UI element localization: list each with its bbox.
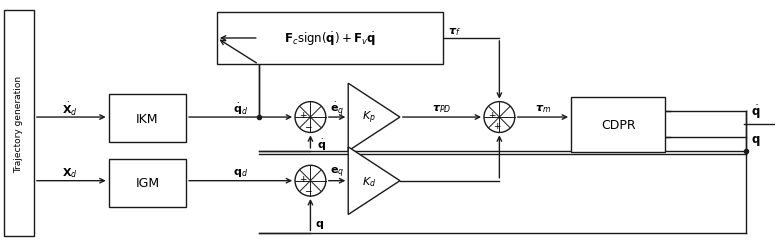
Text: +: + (493, 121, 500, 130)
Bar (571, 98, 665, 152)
Text: $\mathbf{q}$: $\mathbf{q}$ (751, 134, 761, 147)
Text: $\mathbf{F}_c\mathrm{sign}(\dot{\mathbf{q}}) + \mathbf{F}_v\dot{\mathbf{q}}$: $\mathbf{F}_c\mathrm{sign}(\dot{\mathbf{… (284, 30, 376, 48)
Text: $-$: $-$ (304, 184, 312, 194)
Text: $\dot{\mathbf{q}}_d$: $\dot{\mathbf{q}}_d$ (233, 101, 248, 116)
Text: +: + (488, 111, 495, 120)
Text: CDPR: CDPR (601, 118, 636, 132)
Text: $K_d$: $K_d$ (362, 174, 376, 188)
Text: +: + (298, 111, 306, 120)
Polygon shape (348, 84, 400, 151)
Circle shape (295, 102, 326, 133)
Text: $\boldsymbol{\tau}_f$: $\boldsymbol{\tau}_f$ (448, 26, 461, 38)
Bar (4, 10, 34, 236)
Text: IKM: IKM (136, 112, 159, 125)
Text: $\mathbf{q}$: $\mathbf{q}$ (315, 218, 325, 230)
Text: Trajectory generation: Trajectory generation (15, 75, 23, 172)
Bar (217, 12, 443, 65)
Text: $\mathbf{q}_d$: $\mathbf{q}_d$ (233, 166, 248, 178)
Text: $\boldsymbol{\tau}_{PD}$: $\boldsymbol{\tau}_{PD}$ (432, 103, 451, 115)
Text: IGM: IGM (135, 176, 159, 190)
Text: $\boldsymbol{\tau}_m$: $\boldsymbol{\tau}_m$ (535, 103, 551, 115)
Bar (109, 95, 186, 142)
Text: $\dot{\mathbf{e}}_q$: $\dot{\mathbf{e}}_q$ (330, 100, 344, 117)
Text: $\mathbf{e}_q$: $\mathbf{e}_q$ (330, 165, 344, 179)
Text: $\dot{\mathbf{q}}$: $\dot{\mathbf{q}}$ (751, 103, 761, 120)
Circle shape (484, 102, 515, 133)
Text: $K_p$: $K_p$ (362, 110, 376, 126)
Text: $\mathbf{X}_d$: $\mathbf{X}_d$ (62, 165, 78, 179)
Bar (109, 159, 186, 207)
Text: $-$: $-$ (304, 121, 312, 130)
Text: $\dot{\mathbf{q}}$: $\dot{\mathbf{q}}$ (317, 137, 326, 152)
Text: $\dot{\mathbf{X}}_d$: $\dot{\mathbf{X}}_d$ (62, 100, 78, 117)
Polygon shape (348, 147, 400, 215)
Text: +: + (298, 174, 306, 183)
Circle shape (295, 166, 326, 196)
